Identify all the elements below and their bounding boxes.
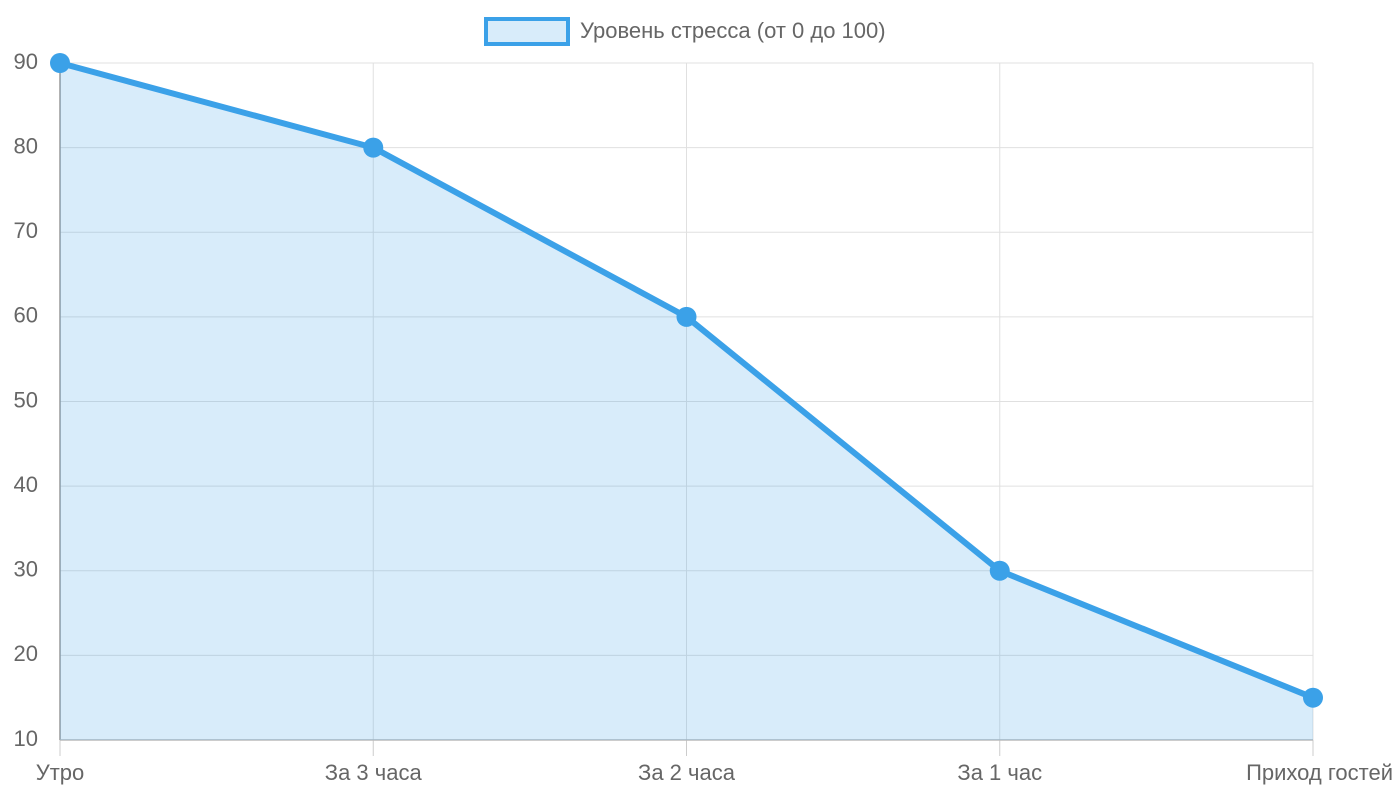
y-tick-label: 60: [14, 303, 38, 328]
x-tick-label: Приход гостей: [1246, 760, 1393, 785]
y-tick-label: 90: [14, 49, 38, 74]
y-tick-label: 40: [14, 472, 38, 497]
x-tick-label: За 2 часа: [638, 760, 736, 785]
y-tick-label: 80: [14, 133, 38, 158]
x-tick-label: Утро: [36, 760, 85, 785]
point: [989, 560, 1010, 581]
legend-swatch: [484, 17, 570, 46]
y-tick-label: 30: [14, 557, 38, 582]
y-tick-label: 50: [14, 387, 38, 412]
point: [676, 306, 697, 327]
legend-label: Уровень стресса (от 0 до 100): [580, 18, 886, 43]
y-tick-label: 70: [14, 218, 38, 243]
y-tick-label: 20: [14, 641, 38, 666]
x-tick-label: За 3 часа: [325, 760, 423, 785]
point: [1303, 687, 1323, 708]
x-tick-label: За 1 час: [957, 760, 1042, 785]
y-tick-label: 10: [14, 726, 38, 751]
point: [50, 53, 70, 73]
point: [363, 137, 384, 158]
